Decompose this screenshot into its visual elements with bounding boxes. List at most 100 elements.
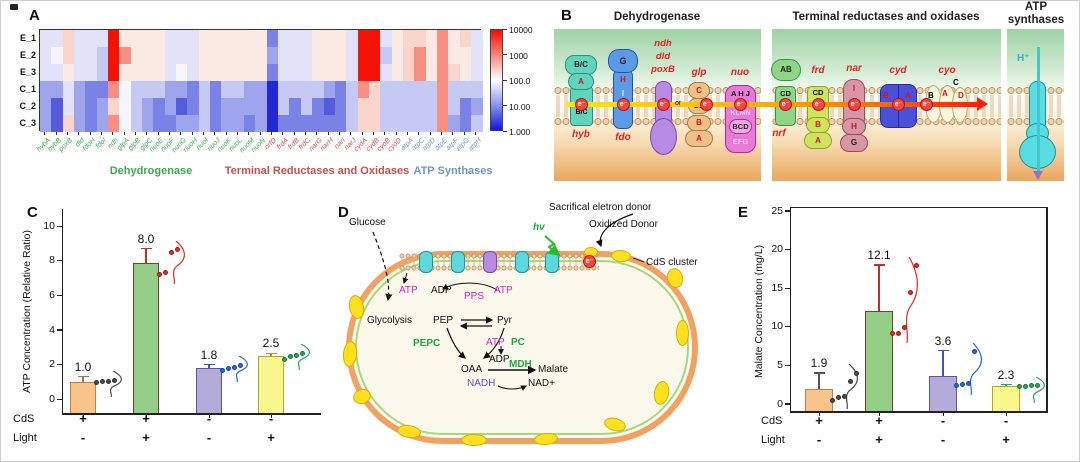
nar-subunit-g: G xyxy=(840,134,868,152)
heatmap-cell xyxy=(459,47,472,64)
light-sign: - xyxy=(816,432,822,447)
etc-protein xyxy=(419,251,433,273)
heatmap-cell xyxy=(40,115,52,132)
pyr-metabolite-label: Pyr xyxy=(497,315,512,326)
heatmap-cell xyxy=(289,30,302,47)
heatmap-cell xyxy=(391,115,404,132)
heatmap-column-tick xyxy=(44,132,46,135)
colorbar-tick-label: 10000 xyxy=(509,25,533,35)
heatmap-cell xyxy=(312,81,325,98)
heatmap-cell xyxy=(153,64,166,81)
heatmap-cell xyxy=(323,81,336,98)
heatmap-cell xyxy=(312,47,325,64)
glycolysis-label: Glycolysis xyxy=(367,315,413,326)
heatmap-cell xyxy=(436,47,449,64)
heatmap-cell xyxy=(289,64,302,81)
heatmap-cell xyxy=(119,64,132,81)
heatmap-cell xyxy=(425,30,438,47)
heatmap-cell xyxy=(164,47,177,64)
electron-icon: e⁻ xyxy=(812,98,825,111)
nuo-subunits-ahj: A H J xyxy=(731,89,750,98)
heatmap-cell xyxy=(96,81,109,98)
error-bar xyxy=(82,376,84,382)
heatmap-cell xyxy=(164,98,177,115)
heatmap-cell xyxy=(187,81,200,98)
scatter-dot xyxy=(288,354,293,360)
electron-icon: e⁻ xyxy=(583,255,596,268)
colorbar-tick-label: 10.00 xyxy=(509,101,531,112)
gene-group-label: ATP Synthases xyxy=(413,165,493,177)
etc-protein xyxy=(545,251,559,273)
bar xyxy=(865,310,893,411)
heatmap-cell xyxy=(391,64,404,81)
cds-cluster-label: CdS cluster xyxy=(646,257,698,268)
bar xyxy=(805,389,833,411)
y-tick-label: 4 xyxy=(49,323,55,336)
heatmap-cell xyxy=(357,30,370,47)
heatmap-column-tick xyxy=(236,132,238,135)
heatmap-cell xyxy=(346,115,359,132)
scatter-dot xyxy=(854,370,859,376)
cyo-subunit-a: A xyxy=(942,89,948,98)
cds-sign: + xyxy=(142,411,150,426)
heatmap-cell xyxy=(266,115,279,132)
heatmap-cell xyxy=(130,98,143,115)
bar xyxy=(929,376,957,411)
y-tick-label: 0 xyxy=(49,392,55,405)
heatmap-cell xyxy=(459,30,472,47)
nrf-complex-label: nrf xyxy=(772,128,786,139)
heatmap-cell xyxy=(232,115,245,132)
y-tick xyxy=(57,329,62,331)
heatmap-column-tick xyxy=(225,132,227,135)
cyd-subunit-b: B xyxy=(883,91,889,100)
scatter-dot xyxy=(1023,383,1028,389)
heatmap-cell xyxy=(153,115,166,132)
heatmap-cell xyxy=(74,81,86,98)
heatmap-cell xyxy=(380,47,393,64)
heatmap-cell xyxy=(380,115,393,132)
colorbar-tick xyxy=(503,105,507,106)
heatmap-cell xyxy=(108,30,120,47)
heatmap-cell xyxy=(74,98,86,115)
pc-enzyme-label: PC xyxy=(511,337,525,348)
scatter-dot xyxy=(914,263,919,269)
y-tick-label: 10 xyxy=(43,219,55,232)
heatmap-cell xyxy=(368,64,381,81)
y-tick xyxy=(57,363,62,366)
x-tick xyxy=(270,414,272,418)
heatmap-column-tick xyxy=(123,132,125,135)
heatmap-cell xyxy=(346,81,359,98)
heatmap-cell xyxy=(96,98,109,115)
heatmap-cell xyxy=(357,64,370,81)
heatmap-column-tick xyxy=(463,132,465,135)
heatmap-cell xyxy=(323,30,336,47)
heatmap-cell xyxy=(436,30,449,47)
sacrificial-donor-label: Sacrifical eletron donor xyxy=(549,202,652,213)
y-axis xyxy=(789,208,791,411)
glp-subunit-b: B xyxy=(687,115,711,131)
heatmap-column-tick xyxy=(55,132,57,135)
error-bar-cap xyxy=(77,375,89,378)
nuo-complex-label: nuo xyxy=(730,67,750,78)
heatmap-cell xyxy=(85,115,98,132)
scatter-dot xyxy=(830,397,835,403)
heatmap-row-label: E_1 xyxy=(19,33,36,43)
heatmap-cell xyxy=(414,30,427,47)
top-spine xyxy=(789,206,1048,208)
heatmap-column-tick xyxy=(418,132,420,135)
heatmap-cell xyxy=(255,115,268,132)
ndh-bulb xyxy=(650,118,677,155)
heatmap-cell xyxy=(130,64,143,81)
panel-b-membrane-diagram: B Dehydrogenase Terminal reductases and … xyxy=(549,1,1079,199)
heatmap-cell xyxy=(414,81,427,98)
heatmap-cell xyxy=(119,30,132,47)
heatmap-cell xyxy=(289,81,302,98)
electron-icon: e⁻ xyxy=(779,98,792,111)
heatmap-cell xyxy=(142,115,154,132)
heatmap-cell xyxy=(187,47,200,64)
heatmap-cell xyxy=(346,64,359,81)
y-tick xyxy=(57,225,62,227)
heatmap-cell xyxy=(62,115,75,132)
cds-cluster-blob xyxy=(461,434,487,446)
heatmap-cell xyxy=(244,81,257,98)
